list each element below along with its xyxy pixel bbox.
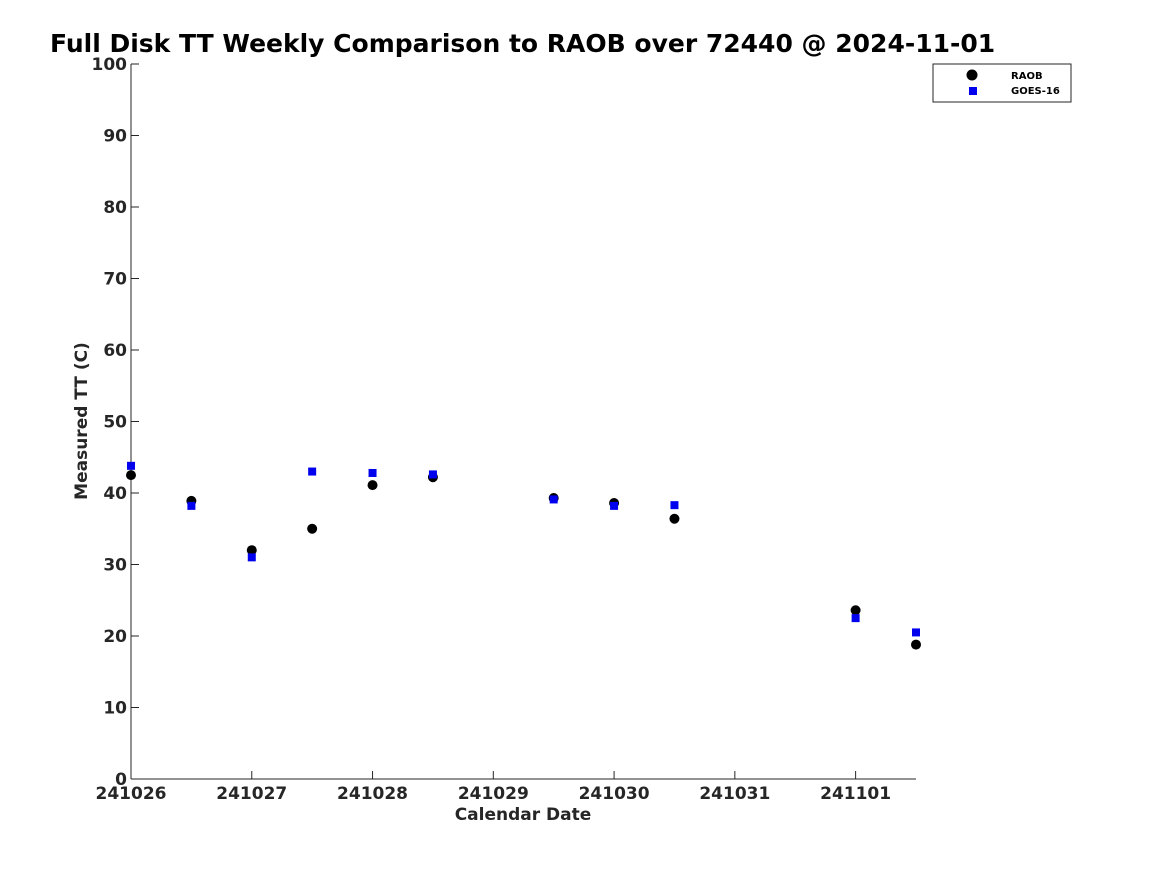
- legend-box: [932, 63, 1072, 103]
- y-tick-label: 20: [103, 627, 127, 647]
- x-tick-label: 241101: [820, 784, 891, 804]
- goes-16-point: [368, 468, 377, 477]
- goes-16-point: [549, 495, 558, 504]
- goes-16-point: [187, 501, 196, 510]
- y-tick-label: 50: [103, 413, 127, 433]
- y-axis-label: Measured TT (C): [72, 342, 92, 500]
- y-tick-label: 100: [92, 55, 128, 75]
- y-tick-label: 70: [103, 270, 127, 290]
- raob-point: [367, 480, 378, 491]
- raob-point: [246, 545, 257, 556]
- x-tick-label: 241029: [458, 784, 529, 804]
- goes-16-point: [670, 501, 679, 510]
- y-tick-label: 40: [103, 484, 127, 504]
- chart-title: Full Disk TT Weekly Comparison to RAOB o…: [50, 29, 995, 58]
- x-axis-ticks: 241026 241027 241028 241029 241030 241031 2411…: [96, 771, 891, 804]
- raob-point: [911, 639, 921, 650]
- y-tick-label: 30: [103, 556, 127, 576]
- y-tick-label: 10: [103, 699, 127, 719]
- goes-16-point: [912, 628, 920, 637]
- series-goes-16: [127, 461, 920, 637]
- data-marks: [126, 461, 921, 650]
- y-tick-label: 60: [103, 341, 127, 361]
- x-tick-label: 241030: [579, 784, 650, 804]
- legend-label-goes-16: GOES-16: [1011, 86, 1060, 97]
- goes-16-point: [851, 614, 860, 623]
- goes-16-point: [610, 501, 619, 510]
- legend: RAOB GOES-16: [932, 63, 1072, 103]
- x-tick-label: 241028: [337, 784, 408, 804]
- goes-16-point: [308, 467, 317, 476]
- x-tick-label: 241027: [216, 784, 287, 804]
- y-tick-label: 90: [103, 127, 127, 147]
- goes-16-point: [247, 553, 256, 562]
- legend-marker-goes-16: [969, 87, 977, 95]
- x-tick-label: 241026: [96, 784, 167, 804]
- legend-marker-raob: [966, 69, 978, 81]
- y-tick-label: 80: [103, 198, 127, 218]
- raob-point: [126, 470, 136, 481]
- y-tick-label: 0: [115, 770, 127, 790]
- goes-16-point: [127, 461, 135, 470]
- x-axis-label: Calendar Date: [455, 805, 592, 825]
- goes-16-point: [428, 470, 437, 479]
- raob-point: [669, 513, 680, 524]
- x-tick-label: 241031: [699, 784, 770, 804]
- raob-point: [850, 605, 861, 616]
- legend-label-raob: RAOB: [1011, 71, 1043, 82]
- y-axis-ticks: 0 10 20 30 40 50 60 70 80 90 100: [92, 55, 139, 790]
- raob-point: [307, 523, 318, 534]
